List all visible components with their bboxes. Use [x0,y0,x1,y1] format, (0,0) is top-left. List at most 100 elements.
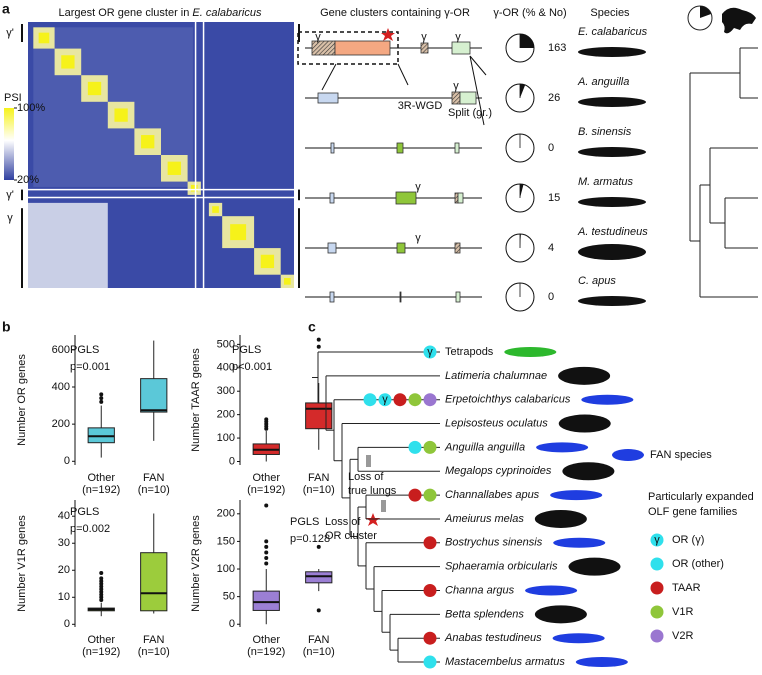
outlier [264,544,269,549]
pie-wedge [520,34,534,48]
y-axis-label: Number V2R genes [190,515,202,612]
gene [455,291,461,303]
heatmap-block-core [284,278,291,285]
color-scale-title: PSI [4,92,22,104]
taxon-silhouette [536,442,589,453]
species-silhouette [578,244,646,260]
gene [396,142,404,154]
side-label: γ' [6,189,14,201]
y-tick-label: 600 [52,344,70,356]
count-label: 163 [548,42,566,54]
annotation: p=0.001 [70,361,110,373]
box [252,590,280,611]
share-header: γ-OR (% & No) [493,7,566,19]
legend-title: Particularly expanded [648,491,754,503]
gene [454,142,460,154]
box [140,378,168,413]
annotation: p=0.002 [70,523,110,535]
taxon-silhouette [568,557,621,576]
annotation: PGLS [290,516,319,528]
title-text: Largest OR gene cluster in [59,7,193,19]
taxon-name: Latimeria chalumnae [445,370,547,382]
annotation: PGLS [70,506,99,518]
outlier [316,544,321,549]
taxon-name: Anguilla anguilla [444,441,525,453]
gene [330,142,335,154]
gene [334,40,391,56]
outlier [264,417,269,422]
legend-dot [650,629,664,643]
y-tick-label: 200 [217,508,235,520]
x-tick-note: (n=10) [138,646,170,658]
family-dot [408,393,422,407]
x-tick-label: FAN [143,634,164,646]
legend-label: OR (other) [672,558,724,570]
legend-symbol: γ [654,534,660,546]
event-bar [381,500,386,512]
annotation: PGLS [70,344,99,356]
heatmap-title: Largest OR gene cluster in E. calabaricu… [59,7,262,19]
species-silhouette [578,97,646,107]
species-name: C. apus [578,275,616,287]
event-label: Loss of [348,471,384,483]
y-tick-label: 300 [217,385,235,397]
gene [396,242,406,254]
heatmap-region [28,202,108,288]
y-tick-label: 150 [217,535,235,547]
gene [399,291,402,303]
taxon-silhouette [552,633,605,644]
y-tick-label: 200 [52,418,70,430]
panel-label: c [308,319,316,335]
family-symbol: γ [382,394,388,406]
pie-icon-wedge [700,6,711,18]
x-tick-note: (n=192) [247,646,285,658]
star [381,28,395,41]
y-tick-label: 0 [64,618,70,630]
title-species: E. calabaricus [192,7,262,19]
species-silhouette [578,296,646,306]
taxon-name: Bostrychus sinensis [445,537,543,549]
clusters-header: Gene clusters containing γ-OR [320,7,470,19]
panel-label: b [2,319,11,335]
y-axis-label: Number TAAR genes [190,348,202,452]
taxon-silhouette [550,490,603,501]
taxon-name: Betta splendens [445,608,524,620]
legend-label: OR (γ) [672,534,704,546]
legend-label: V1R [672,606,693,618]
legend-dot [650,557,664,571]
cluster-label: 3R-WGD [398,100,443,112]
x-tick-note: (n=10) [303,646,335,658]
pie-wedge [520,84,526,98]
heatmap-block-core [230,224,247,241]
species-silhouette [578,197,646,207]
star [366,513,380,526]
family-dot [423,345,437,359]
taxon-silhouette [558,366,611,385]
count-label: 0 [548,291,554,303]
taxon-name: Megalops cyprinoides [445,465,552,477]
outlier [316,344,321,349]
family-dot [378,393,392,407]
y-tick-label: 0 [64,455,70,467]
box [305,571,333,584]
species-name: A. anguilla [577,76,629,88]
gene [420,42,429,54]
species-header: Species [590,7,630,19]
outlier [264,503,269,508]
heatmap-block-core [38,32,50,44]
y-tick-label: 0 [229,618,235,630]
taxon-silhouette [534,509,587,528]
taxon-silhouette [553,537,606,548]
event-label: true lungs [348,485,397,497]
heatmap-block-core [212,206,219,213]
family-dot [423,631,437,645]
taxon-name: Tetrapods [445,346,494,358]
gene [454,242,461,254]
outlier [264,539,269,544]
taxon-name: Mastacembelus armatus [445,656,565,668]
species-silhouette [578,147,646,157]
taxon-silhouette [581,394,634,405]
y-tick-label: 400 [217,362,235,374]
y-tick-label: 200 [217,409,235,421]
